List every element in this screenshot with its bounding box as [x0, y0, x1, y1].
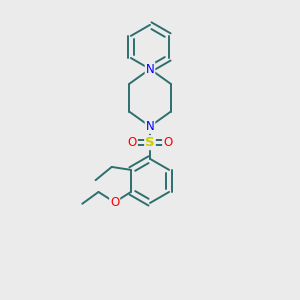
Text: S: S: [145, 136, 155, 149]
Text: N: N: [146, 120, 154, 133]
Text: O: O: [163, 136, 172, 149]
Text: N: N: [146, 62, 154, 76]
Text: O: O: [110, 196, 119, 209]
Text: O: O: [128, 136, 137, 149]
